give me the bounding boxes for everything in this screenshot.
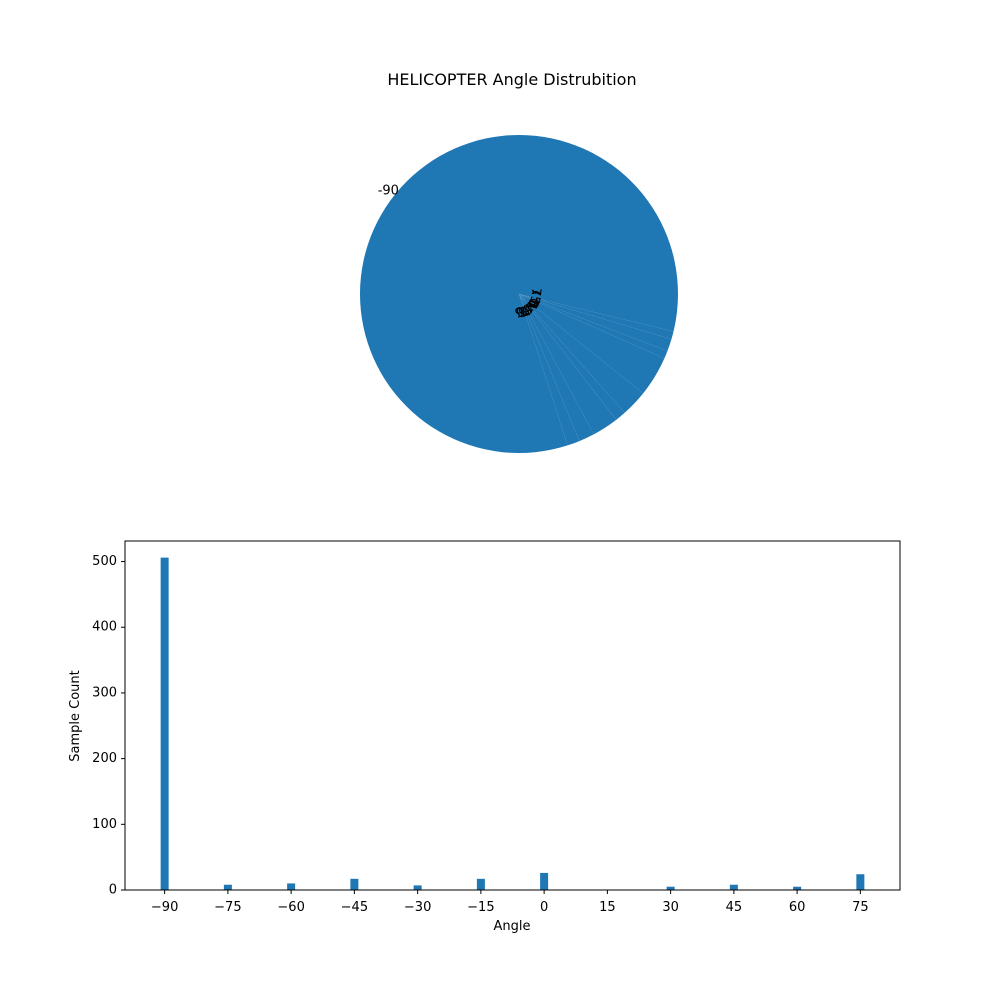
y-axis: 0 100 200 300 400 500	[92, 554, 125, 898]
bar	[540, 872, 549, 890]
x-axis-label: Angle	[494, 919, 531, 934]
y-axis-label: Sample Count	[68, 670, 83, 761]
x-tick-label: −75	[214, 900, 241, 915]
y-tick-label: 300	[92, 685, 117, 700]
bar	[413, 885, 422, 890]
pie-slice	[359, 134, 678, 453]
pie-label: 45	[524, 289, 544, 309]
bar	[223, 884, 232, 890]
bar	[476, 878, 485, 890]
pie-slice	[519, 294, 668, 359]
pie-label: 75	[526, 287, 543, 305]
x-tick-label: −30	[404, 900, 431, 915]
bar	[160, 557, 169, 890]
x-tick-label: −45	[341, 900, 368, 915]
y-tick-label: 400	[92, 620, 117, 635]
x-tick-label: 45	[726, 900, 743, 915]
bar	[666, 886, 675, 890]
pie-label: -90	[378, 183, 399, 198]
pie-slice	[519, 294, 617, 435]
y-tick-label: 100	[92, 817, 117, 832]
y-tick-label: 200	[92, 751, 117, 766]
pie-slice	[519, 294, 625, 420]
pie-slice	[519, 294, 672, 352]
x-tick-label: 60	[789, 900, 806, 915]
pie-slice	[519, 294, 674, 340]
bar	[856, 874, 865, 890]
x-tick-label: 75	[852, 900, 869, 915]
bar	[350, 878, 359, 890]
pie-slice	[519, 294, 580, 446]
pie-label: 60	[525, 288, 544, 308]
bar	[793, 886, 802, 890]
x-tick-label: −90	[151, 900, 178, 915]
axes-frame	[124, 540, 901, 891]
y-tick-label: 0	[109, 883, 117, 898]
x-tick-label: −60	[277, 900, 304, 915]
x-axis: −90 −75 −60 −45 −30 −15 0 15 30 45 60 75	[151, 890, 869, 915]
x-tick-label: 15	[599, 900, 616, 915]
pie-slice	[519, 294, 644, 413]
chart-title: HELICOPTER Angle Distrubition	[387, 70, 636, 89]
pie-slice	[519, 294, 678, 332]
y-tick-label: 500	[92, 554, 117, 569]
pie-slice	[519, 294, 594, 442]
bar-series	[160, 557, 865, 890]
x-tick-label: 30	[662, 900, 679, 915]
bar	[287, 883, 296, 890]
bar	[729, 884, 738, 890]
bar-chart: −90 −75 −60 −45 −30 −15 0 15 30 45 60 75 0 100 200 300…	[68, 540, 901, 934]
pie-slice	[519, 294, 665, 394]
x-tick-label: −15	[467, 900, 494, 915]
x-tick-label: 0	[540, 900, 548, 915]
